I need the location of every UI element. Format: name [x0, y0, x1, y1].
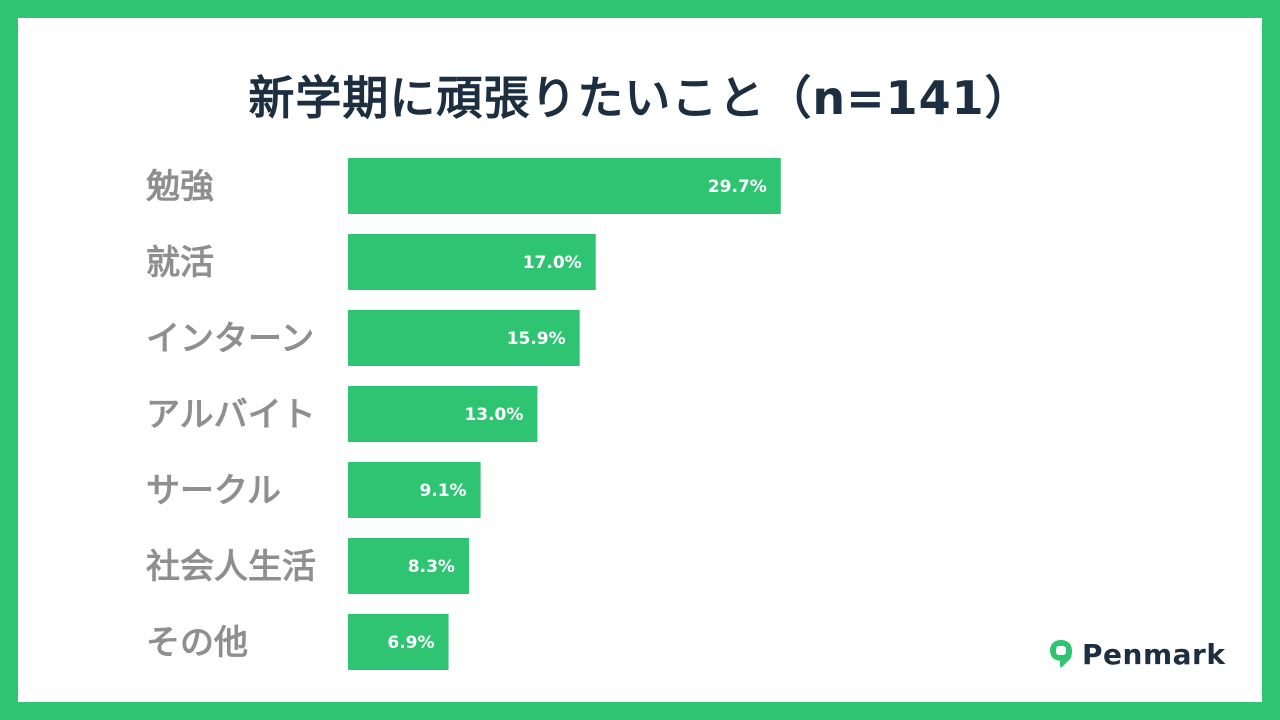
- value-label: 13.0%: [464, 405, 523, 425]
- bar: [348, 234, 596, 290]
- value-label: 17.0%: [523, 253, 582, 273]
- category-label: サークル: [146, 471, 281, 511]
- bar: [348, 386, 538, 442]
- bar: [348, 158, 781, 214]
- speech-bubble-icon: [1050, 640, 1072, 668]
- value-label: 8.3%: [408, 557, 455, 577]
- value-label: 9.1%: [419, 481, 466, 501]
- category-label: 勉強: [146, 167, 214, 207]
- bar: [348, 538, 469, 594]
- penmark-logo: Penmark: [1048, 636, 1225, 672]
- category-label: 社会人生活: [146, 547, 316, 587]
- category-label: その他: [146, 623, 248, 663]
- chart-card: [18, 18, 1262, 702]
- value-label: 29.7%: [708, 177, 767, 197]
- brand-name: Penmark: [1082, 637, 1226, 671]
- value-label: 15.9%: [507, 329, 566, 349]
- bar: [348, 310, 580, 366]
- value-label: 6.9%: [387, 633, 434, 653]
- chart-title: 新学期に頑張りたいこと（n=141）: [248, 71, 1032, 125]
- category-label: インターン: [146, 319, 314, 359]
- category-label: 就活: [146, 243, 214, 283]
- bar: [348, 462, 481, 518]
- category-label: アルバイト: [146, 395, 316, 435]
- bar: [348, 614, 449, 670]
